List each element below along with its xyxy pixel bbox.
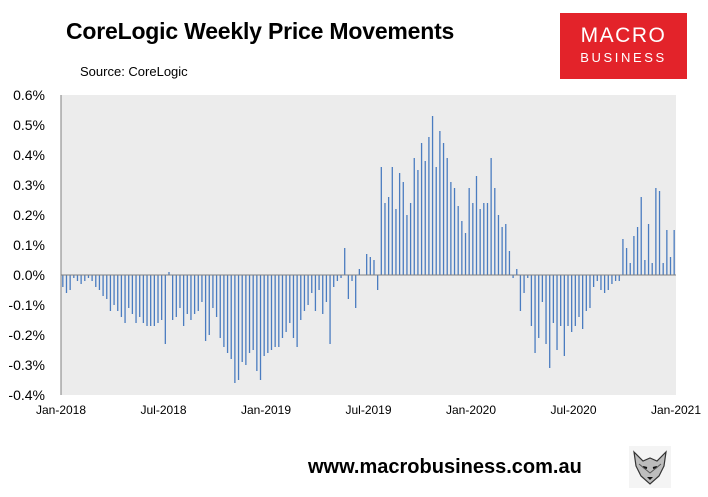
logo-line-1: MACRO: [580, 24, 667, 47]
y-tick-label: 0.2%: [13, 207, 45, 223]
x-tick-label: Jul-2020: [550, 403, 596, 417]
x-tick-label: Jan-2020: [446, 403, 496, 417]
x-axis: Jan-2018 Jul-2018 Jan-2019 Jul-2019 Jan-2020…: [36, 403, 701, 417]
y-tick-label: -0.2%: [8, 327, 45, 343]
bar-series: [62, 116, 675, 383]
y-tick-label: 0.0%: [13, 267, 45, 283]
y-tick-label: -0.1%: [8, 297, 45, 313]
logo-line-2: BUSINESS: [580, 50, 667, 65]
chart-title: CoreLogic Weekly Price Movements: [66, 18, 455, 44]
y-axis: -0.4% -0.3% -0.2% -0.1% 0.0% 0.1% 0.2% 0.3% 0.4%…: [8, 87, 45, 403]
y-tick-label: -0.3%: [8, 357, 45, 373]
y-tick-label: 0.3%: [13, 177, 45, 193]
y-tick-label: -0.4%: [8, 387, 45, 403]
source-note: Source: CoreLogic: [80, 64, 188, 79]
y-tick-label: 0.6%: [13, 87, 45, 103]
x-tick-label: Jan-2021: [651, 403, 701, 417]
x-tick-label: Jul-2019: [345, 403, 391, 417]
weekly-price-chart: -0.4% -0.3% -0.2% -0.1% 0.0% 0.1% 0.2% 0.3% 0.4%…: [8, 87, 701, 417]
y-tick-label: 0.4%: [13, 147, 45, 163]
y-tick-label: 0.1%: [13, 237, 45, 253]
y-tick-label: 0.5%: [13, 117, 45, 133]
x-tick-label: Jul-2018: [140, 403, 186, 417]
macrobusiness-logo: MACRO BUSINESS: [560, 13, 687, 79]
x-tick-label: Jan-2019: [241, 403, 291, 417]
x-tick-label: Jan-2018: [36, 403, 86, 417]
footer-url: www.macrobusiness.com.au: [308, 456, 582, 478]
plot-area: [61, 95, 676, 395]
fox-head-icon: [629, 446, 671, 488]
